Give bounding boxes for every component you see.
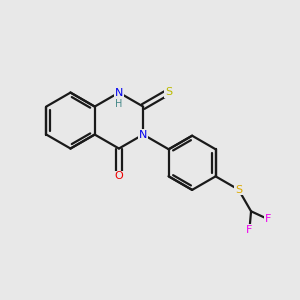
Text: S: S	[235, 184, 242, 195]
Text: H: H	[115, 99, 123, 109]
Text: F: F	[246, 225, 253, 235]
Text: S: S	[165, 87, 172, 97]
Text: O: O	[115, 172, 123, 182]
Text: N: N	[115, 88, 123, 98]
Text: F: F	[265, 214, 272, 224]
Text: N: N	[139, 130, 147, 140]
